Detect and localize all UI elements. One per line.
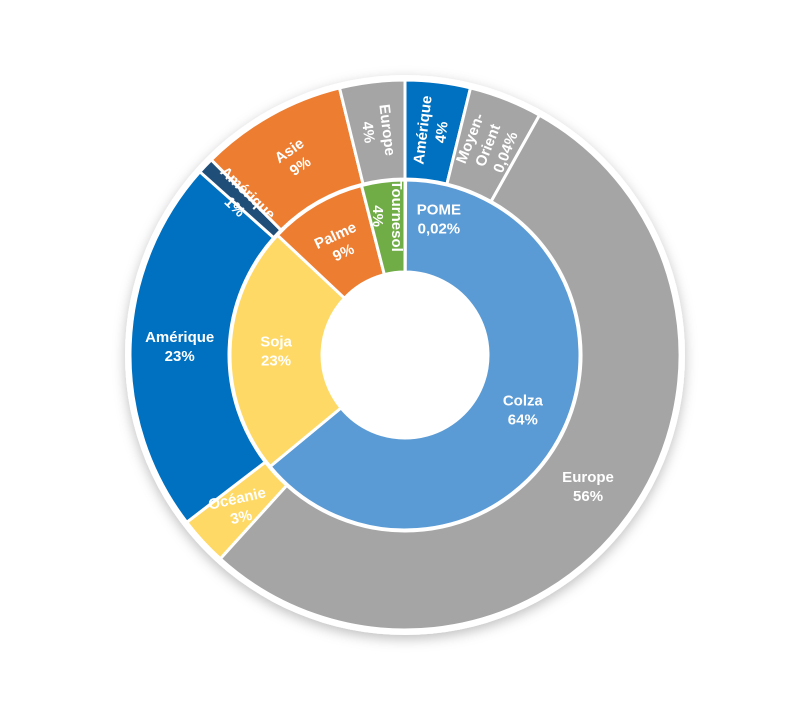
label-europe-colza: Europe 56% <box>562 469 614 505</box>
label-colza: Colza 64% <box>503 392 544 428</box>
chart-arcs <box>128 78 682 632</box>
outer-slice-amerique-soja <box>128 169 276 525</box>
outer-slice-europe-tournesol <box>337 78 407 186</box>
label-tournesol: Tournesol4% <box>369 180 405 251</box>
label-europe-tournesol: Europe4% <box>356 103 398 159</box>
outer-slice-europe-colza <box>218 113 682 632</box>
label-soja: Soja 23% <box>260 333 292 369</box>
label-amerique-soja: Amérique 23% <box>145 329 214 365</box>
label-pome: POME 0,02% <box>417 202 461 238</box>
